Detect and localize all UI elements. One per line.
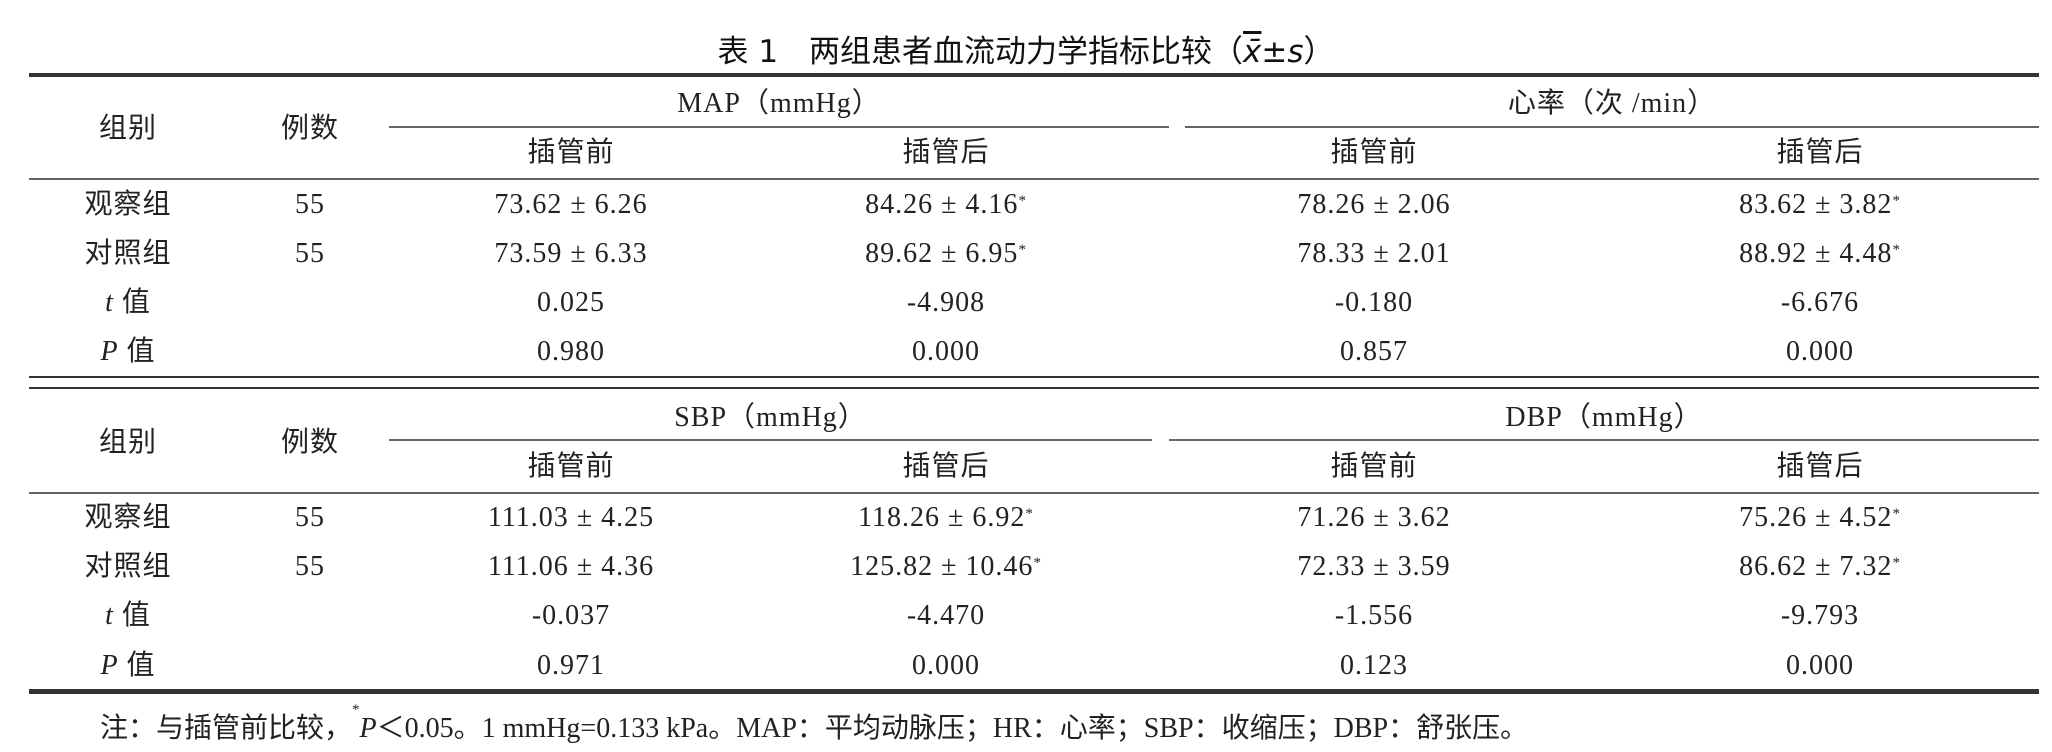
cell-c3: 0.857: [1340, 336, 1408, 367]
header-metric-1: SBP（mmHg）: [674, 402, 867, 433]
header-group: 组别: [98, 426, 158, 458]
row-n: 55: [295, 189, 325, 220]
significance-mark: *: [1025, 506, 1034, 522]
cell-c2: 89.62 ± 6.95*: [865, 238, 1027, 269]
significance-mark: *: [1892, 193, 1901, 209]
row-label: 观察组: [84, 189, 172, 220]
cell-c4: 88.92 ± 4.48*: [1739, 238, 1901, 269]
significance-mark: *: [1892, 555, 1901, 571]
header-metric-1: MAP（mmHg）: [677, 88, 881, 119]
cell-c1: 73.62 ± 6.26: [494, 189, 648, 220]
header-n: 例数: [280, 112, 340, 144]
cell-c3: 72.33 ± 3.59: [1297, 551, 1451, 582]
header-subrule: [389, 126, 1169, 128]
cell-c2: -4.908: [906, 287, 986, 318]
cell-c4: 0.000: [1786, 336, 1854, 367]
header-group: 组别: [98, 112, 158, 144]
cell-c3: 0.123: [1340, 650, 1408, 681]
header-before: 插管前: [527, 451, 615, 482]
bottom-rule: [29, 376, 2039, 378]
cell-c3: -0.180: [1334, 287, 1414, 318]
cell-c3: -1.556: [1334, 600, 1414, 631]
header-subrule: [1185, 126, 2039, 128]
cell-c2: 118.26 ± 6.92*: [858, 502, 1034, 533]
table-title: 表 1 两组患者血流动力学指标比较（x̄±s）: [717, 34, 1335, 70]
row-n: 55: [295, 502, 325, 533]
header-before: 插管前: [527, 137, 615, 168]
header-metric-2: 心率（次 /min）: [1507, 88, 1717, 119]
header-after: 插管后: [902, 137, 990, 168]
cell-c2: 0.000: [912, 650, 980, 681]
row-n: 55: [295, 238, 325, 269]
cell-c2: 0.000: [912, 336, 980, 367]
row-label: t 值: [105, 600, 151, 631]
cell-c3: 78.33 ± 2.01: [1297, 238, 1451, 269]
header-after: 插管后: [1776, 137, 1864, 168]
cell-c1: 111.06 ± 4.36: [487, 551, 655, 582]
cell-c1: 0.025: [537, 287, 605, 318]
cell-c4: 75.26 ± 4.52*: [1739, 502, 1901, 533]
header-after: 插管后: [1776, 451, 1864, 482]
header-subrule: [1169, 439, 2039, 441]
row-n: 55: [295, 551, 325, 582]
cell-c3: 78.26 ± 2.06: [1297, 189, 1451, 220]
significance-mark: *: [1033, 555, 1042, 571]
cell-c4: 86.62 ± 7.32*: [1739, 551, 1901, 582]
top-rule: [29, 387, 2039, 389]
row-label: 对照组: [84, 238, 172, 269]
significance-mark: *: [1892, 506, 1901, 522]
top-rule: [29, 73, 2039, 77]
header-rule: [29, 178, 2039, 180]
header-before: 插管前: [1330, 451, 1418, 482]
row-label: t 值: [105, 287, 151, 318]
header-metric-2: DBP（mmHg）: [1505, 402, 1703, 433]
header-subrule: [389, 439, 1152, 441]
cell-c4: 83.62 ± 3.82*: [1739, 189, 1901, 220]
header-before: 插管前: [1330, 137, 1418, 168]
cell-c4: -9.793: [1780, 600, 1860, 631]
significance-mark: *: [1018, 193, 1027, 209]
row-label: 观察组: [84, 502, 172, 533]
significance-mark: *: [1018, 242, 1027, 258]
cell-c1: 111.03 ± 4.25: [487, 502, 655, 533]
header-after: 插管后: [902, 451, 990, 482]
row-label: P 值: [100, 650, 156, 681]
cell-c1: -0.037: [531, 600, 611, 631]
header-n: 例数: [280, 426, 340, 458]
cell-c1: 73.59 ± 6.33: [494, 238, 648, 269]
cell-c3: 71.26 ± 3.62: [1297, 502, 1451, 533]
cell-c1: 0.971: [537, 650, 605, 681]
cell-c4: 0.000: [1786, 650, 1854, 681]
bottom-rule: [29, 689, 2039, 694]
significance-mark: *: [1892, 242, 1901, 258]
header-rule: [29, 492, 2039, 494]
cell-c2: 84.26 ± 4.16*: [865, 189, 1027, 220]
row-label: P 值: [100, 336, 156, 367]
row-label: 对照组: [84, 551, 172, 582]
cell-c2: 125.82 ± 10.46*: [850, 551, 1042, 582]
cell-c1: 0.980: [537, 336, 605, 367]
cell-c4: -6.676: [1780, 287, 1860, 318]
table-note: 注：与插管前比较，*P＜0.05。1 mmHg=0.133 kPa。MAP：平均…: [100, 702, 1529, 744]
cell-c2: -4.470: [906, 600, 986, 631]
